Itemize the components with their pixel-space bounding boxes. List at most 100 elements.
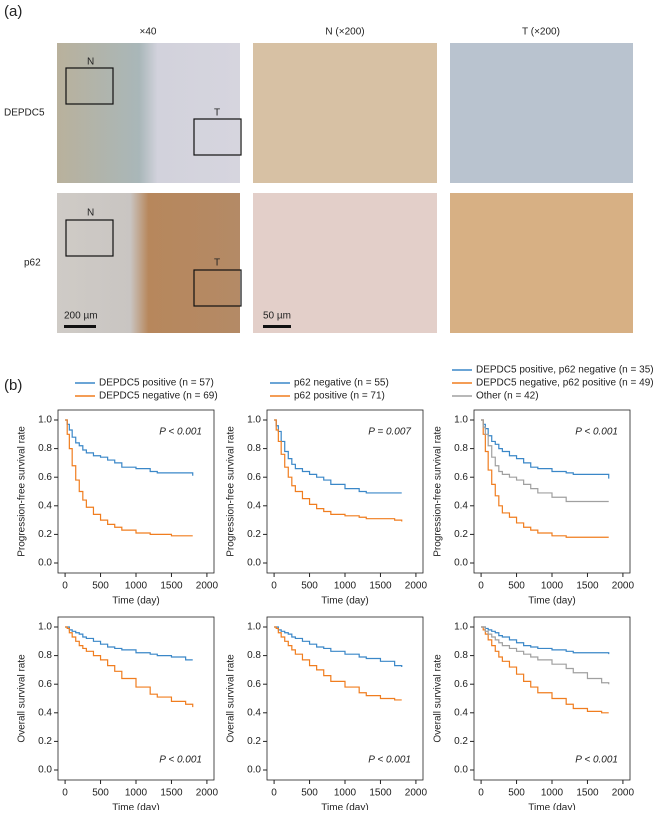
y-tick-label: 0.6 <box>454 679 468 690</box>
region-box <box>193 269 242 307</box>
legend-label: DEPDC5 positive, p62 negative (n = 35) <box>476 365 654 376</box>
x-axis-label: Time (day) <box>112 596 159 607</box>
y-tick-label: 0.2 <box>247 736 261 747</box>
y-tick-label: 0.4 <box>38 500 52 511</box>
legend-label: p62 negative (n = 55) <box>294 378 389 389</box>
x-tick-label: 0 <box>478 788 484 799</box>
micrograph <box>253 193 437 333</box>
x-tick-label: 2000 <box>196 788 219 799</box>
x-tick-label: 1500 <box>576 788 599 799</box>
box-label: N <box>87 208 94 219</box>
y-tick-label: 0.8 <box>454 443 468 454</box>
x-tick-label: 2000 <box>612 788 635 799</box>
legend-label: DEPDC5 positive (n = 57) <box>99 378 214 389</box>
y-tick-label: 1.0 <box>454 415 468 426</box>
micrograph <box>253 43 437 183</box>
annotation: P < 0.001 <box>368 755 411 766</box>
y-tick-label: 1.0 <box>247 415 261 426</box>
x-tick-label: 0 <box>271 788 277 799</box>
y-tick-label: 0.4 <box>247 707 261 718</box>
x-tick-label: 1500 <box>160 581 183 592</box>
region-box <box>193 118 242 156</box>
y-axis-label: Overall survival rate <box>433 654 444 743</box>
y-tick-label: 0.2 <box>454 736 468 747</box>
legend-label: DEPDC5 negative (n = 69) <box>99 391 218 402</box>
y-tick-label: 0.8 <box>454 650 468 661</box>
y-tick-label: 0.8 <box>38 650 52 661</box>
legend-label: DEPDC5 negative, p62 positive (n = 49) <box>476 378 654 389</box>
y-tick-label: 0.6 <box>247 472 261 483</box>
y-axis-label: Progression-free survival rate <box>17 426 28 557</box>
micrograph <box>57 43 240 183</box>
x-tick-label: 1000 <box>125 581 148 592</box>
x-tick-label: 1500 <box>160 788 183 799</box>
survival-curve <box>65 419 194 476</box>
y-tick-label: 1.0 <box>454 622 468 633</box>
column-label: ×40 <box>140 27 157 38</box>
scale-bar <box>263 325 291 328</box>
micrograph <box>450 193 633 333</box>
y-tick-label: 0.4 <box>38 707 52 718</box>
y-tick-label: 0.4 <box>454 500 468 511</box>
box-label: N <box>87 57 94 68</box>
y-tick-label: 0.2 <box>38 736 52 747</box>
x-tick-label: 0 <box>62 788 68 799</box>
y-tick-label: 0.6 <box>38 679 52 690</box>
x-axis-label: Time (day) <box>112 803 159 810</box>
x-axis-label: Time (day) <box>321 596 368 607</box>
x-axis-label: Time (day) <box>321 803 368 810</box>
survival-curve <box>481 626 609 714</box>
scale-label: 50 µm <box>263 311 291 322</box>
x-tick-label: 0 <box>62 581 68 592</box>
y-tick-label: 0.8 <box>247 650 261 661</box>
x-axis-label: Time (day) <box>528 803 575 810</box>
x-tick-label: 2000 <box>405 788 428 799</box>
y-tick-label: 0.4 <box>454 707 468 718</box>
y-axis-label: Overall survival rate <box>226 654 237 743</box>
row-label: DEPDC5 <box>4 108 45 119</box>
x-tick-label: 1500 <box>576 581 599 592</box>
y-tick-label: 0.6 <box>38 472 52 483</box>
survival-curve <box>65 626 193 661</box>
y-tick-label: 0.0 <box>454 765 468 776</box>
survival-curve <box>274 419 403 522</box>
y-tick-label: 0.8 <box>247 443 261 454</box>
survival-curve <box>274 419 402 494</box>
x-tick-label: 1000 <box>541 788 564 799</box>
x-tick-label: 1000 <box>334 581 357 592</box>
y-tick-label: 0.2 <box>247 529 261 540</box>
survival-curve <box>481 419 610 479</box>
survival-curve <box>274 626 402 701</box>
y-tick-label: 0.0 <box>38 765 52 776</box>
x-tick-label: 500 <box>301 581 318 592</box>
panel-label: (a) <box>4 3 22 20</box>
annotation: P = 0.007 <box>368 427 411 438</box>
y-axis-label: Overall survival rate <box>17 654 28 743</box>
survival-curve <box>481 419 609 538</box>
box-label: T <box>214 258 220 269</box>
x-tick-label: 1000 <box>125 788 148 799</box>
y-tick-label: 0.4 <box>247 500 261 511</box>
x-tick-label: 0 <box>271 581 277 592</box>
x-tick-label: 2000 <box>405 581 428 592</box>
y-axis-label: Progression-free survival rate <box>226 426 237 557</box>
y-tick-label: 0.0 <box>454 558 468 569</box>
survival-curve <box>274 626 403 668</box>
survival-curve <box>481 419 609 503</box>
annotation: P < 0.001 <box>159 427 202 438</box>
y-tick-label: 1.0 <box>247 622 261 633</box>
x-tick-label: 500 <box>508 581 525 592</box>
y-tick-label: 1.0 <box>38 622 52 633</box>
x-tick-label: 2000 <box>612 581 635 592</box>
box-label: T <box>214 108 220 119</box>
y-tick-label: 0.0 <box>247 765 261 776</box>
y-tick-label: 0.0 <box>38 558 52 569</box>
column-label: T (×200) <box>522 27 560 38</box>
y-tick-label: 0.8 <box>38 443 52 454</box>
region-box <box>65 219 114 257</box>
x-tick-label: 500 <box>301 788 318 799</box>
row-label: p62 <box>24 258 41 269</box>
region-box <box>65 67 114 105</box>
column-label: N (×200) <box>325 27 364 38</box>
